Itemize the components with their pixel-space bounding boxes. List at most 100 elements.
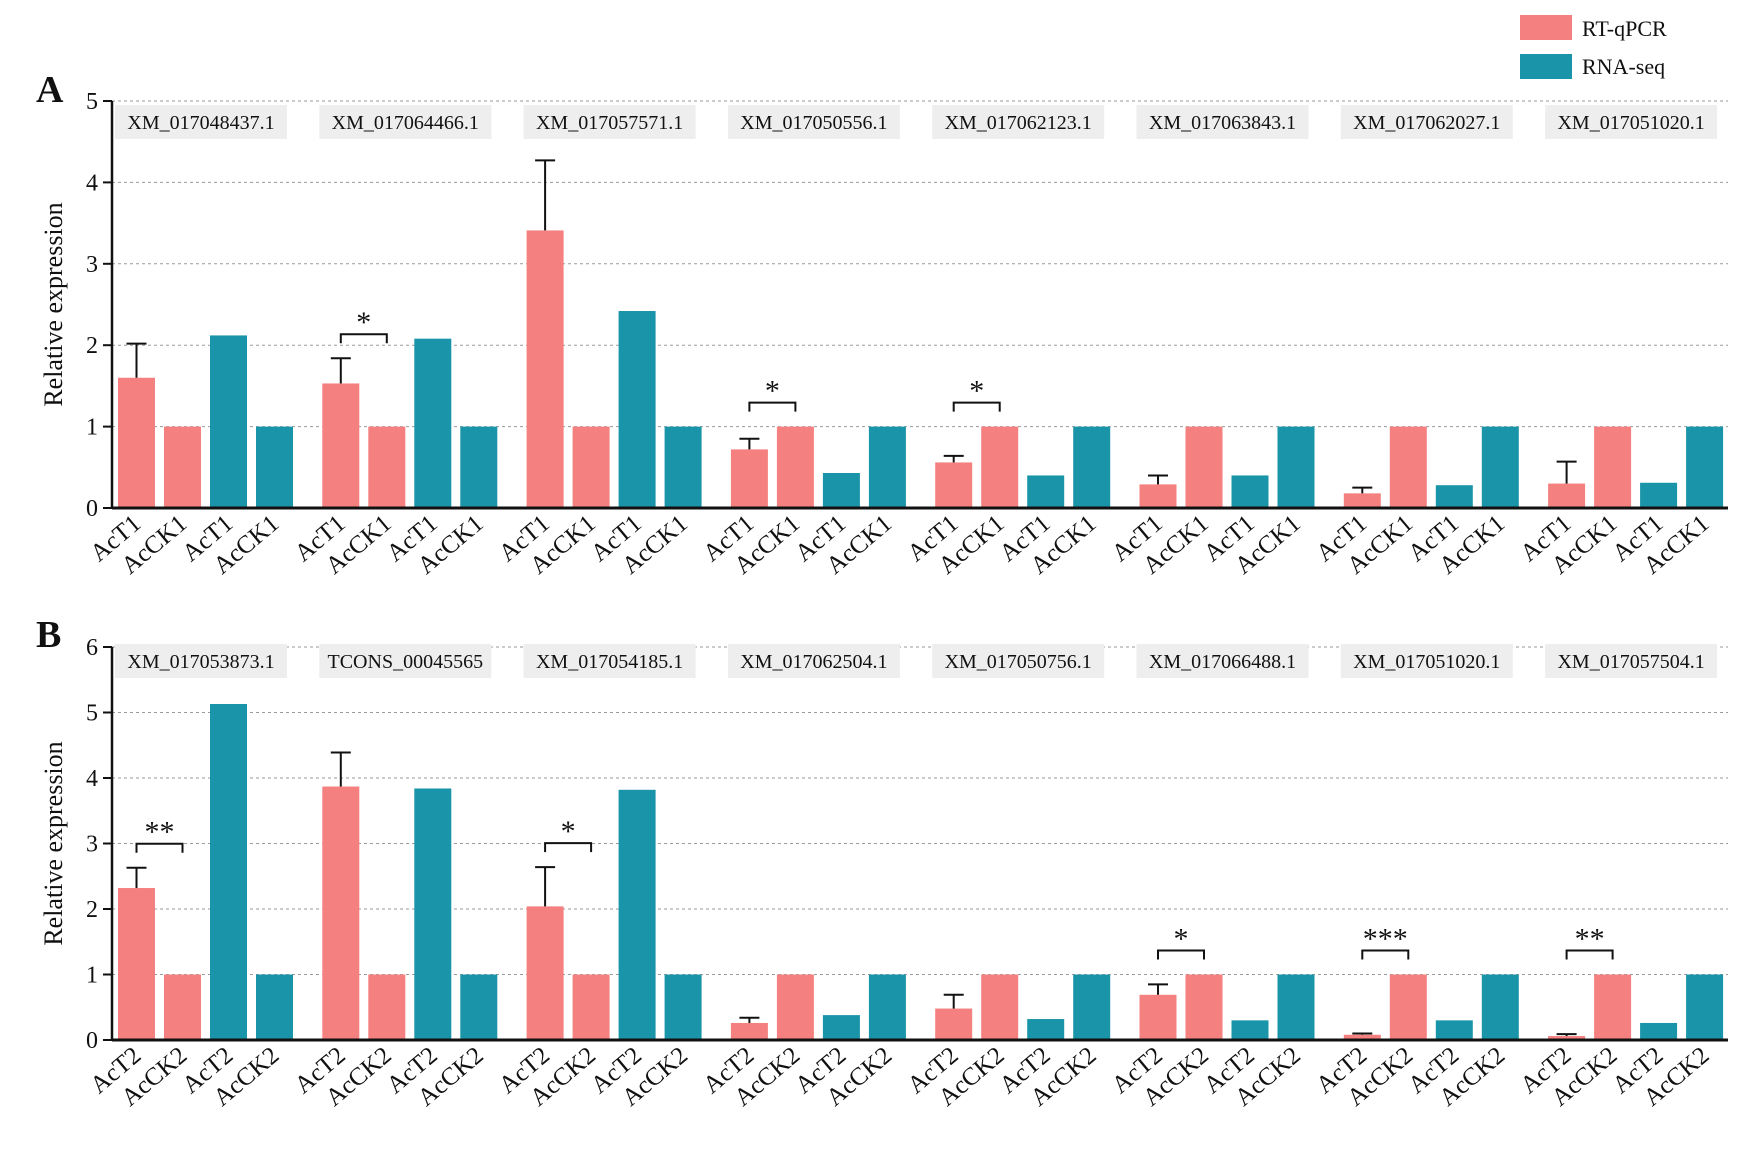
gene-label-bg (319, 105, 492, 139)
gene-label-bg (1136, 105, 1309, 139)
legend-label-rna-seq: RNA-seq (1582, 54, 1665, 79)
bar-rt-qpcr (164, 426, 201, 508)
gene-label: XM_017051020.1 (1557, 112, 1704, 134)
bar-rna-seq (414, 338, 452, 508)
bar-rna-seq (1481, 974, 1519, 1040)
gene-label: XM_017048437.1 (127, 112, 274, 134)
gene-label-bg (727, 644, 900, 678)
gene-label: XM_017064466.1 (332, 112, 479, 134)
significance-bracket (544, 842, 593, 853)
gene-label-bg (115, 644, 287, 678)
y-tick-label: 0 (86, 1028, 98, 1054)
gene-label-bg (319, 644, 492, 678)
bar-rt-qpcr (981, 974, 1019, 1040)
y-tick-label: 0 (86, 496, 98, 522)
gene-label-bg (1545, 105, 1718, 139)
bar-rna-seq (664, 974, 702, 1040)
y-tick-label: 1 (86, 415, 98, 441)
gene-label: XM_017062123.1 (945, 112, 1092, 134)
legend-swatch-rna-seq (1520, 54, 1572, 79)
bar-rt-qpcr (118, 888, 155, 1040)
bar-rt-qpcr (1594, 974, 1632, 1040)
gene-label-bg (1545, 644, 1718, 678)
panel-label: A (36, 69, 64, 111)
gene-label: TCONS_00045565 (328, 651, 484, 673)
bar-rt-qpcr (368, 426, 406, 508)
bar-rna-seq (1640, 482, 1678, 508)
gene-label: XM_017050756.1 (945, 651, 1092, 673)
bar-rna-seq (618, 311, 656, 508)
gene-label-bg (727, 105, 900, 139)
significance-marker: * (356, 306, 371, 339)
y-tick-label: 2 (86, 897, 98, 923)
bar-rna-seq (1481, 426, 1519, 508)
bar-rt-qpcr (118, 377, 155, 508)
bar-rt-qpcr (730, 1022, 768, 1040)
significance-marker: ** (1575, 923, 1605, 956)
bar-rna-seq (1231, 1020, 1269, 1040)
bar-rna-seq (1027, 1019, 1065, 1040)
y-tick-label: 4 (86, 766, 98, 792)
bar-rt-qpcr (526, 906, 564, 1040)
bar-rt-qpcr (572, 974, 610, 1040)
bar-rt-qpcr (1389, 426, 1427, 508)
bar-rt-qpcr (1343, 493, 1381, 508)
y-tick-label: 5 (86, 701, 98, 727)
panel-label: B (36, 614, 61, 656)
bar-rna-seq (664, 426, 702, 508)
significance-marker: * (561, 815, 576, 848)
bar-rna-seq (460, 974, 498, 1040)
bar-rna-seq (822, 1015, 860, 1040)
bar-rna-seq (1277, 974, 1315, 1040)
bar-rt-qpcr (1548, 483, 1586, 508)
bar-rt-qpcr (1139, 994, 1177, 1040)
bar-rna-seq (210, 335, 247, 508)
y-axis-title: Relative expression (39, 741, 68, 945)
bar-rna-seq (1231, 475, 1269, 508)
bar-rna-seq (868, 974, 906, 1040)
bar-rna-seq (1640, 1022, 1678, 1040)
y-tick-label: 3 (86, 832, 98, 858)
bar-rt-qpcr (1548, 1036, 1586, 1040)
significance-bracket (1361, 949, 1410, 960)
gene-label: XM_017062027.1 (1353, 112, 1500, 134)
gene-label: XM_017054185.1 (536, 651, 683, 673)
bar-rna-seq (618, 789, 656, 1040)
bar-rt-qpcr (1185, 426, 1223, 508)
y-axis-title: Relative expression (39, 202, 68, 406)
bar-rt-qpcr (322, 383, 360, 508)
gene-label-bg (1340, 644, 1513, 678)
bar-rt-qpcr (1185, 974, 1223, 1040)
y-tick-label: 5 (86, 89, 98, 115)
gene-label-bg (1340, 105, 1513, 139)
bar-rna-seq (1435, 485, 1473, 508)
significance-bracket (135, 842, 184, 853)
bar-rna-seq (1686, 426, 1724, 508)
significance-bracket (952, 401, 1001, 412)
gene-label: XM_017063843.1 (1149, 112, 1296, 134)
bar-rt-qpcr (981, 426, 1019, 508)
bar-rt-qpcr (164, 974, 201, 1040)
gene-label-bg (932, 644, 1105, 678)
significance-marker: ** (145, 816, 175, 849)
gene-label-bg (523, 105, 696, 139)
bar-rt-qpcr (935, 462, 973, 508)
y-tick-label: 6 (86, 635, 98, 661)
legend-label-rt-qpcr: RT-qPCR (1582, 16, 1667, 41)
y-tick-label: 2 (86, 333, 98, 359)
bar-rt-qpcr (1594, 426, 1632, 508)
bar-rna-seq (460, 426, 498, 508)
bar-rna-seq (868, 426, 906, 508)
significance-marker: * (1174, 923, 1189, 956)
gene-label: XM_017053873.1 (127, 651, 274, 673)
y-tick-label: 1 (86, 963, 98, 989)
gene-label-bg (1136, 644, 1309, 678)
bar-rt-qpcr (526, 230, 564, 508)
bar-rna-seq (1073, 426, 1111, 508)
y-tick-label: 4 (86, 170, 98, 196)
bar-rna-seq (210, 703, 247, 1040)
bar-rt-qpcr (776, 974, 814, 1040)
